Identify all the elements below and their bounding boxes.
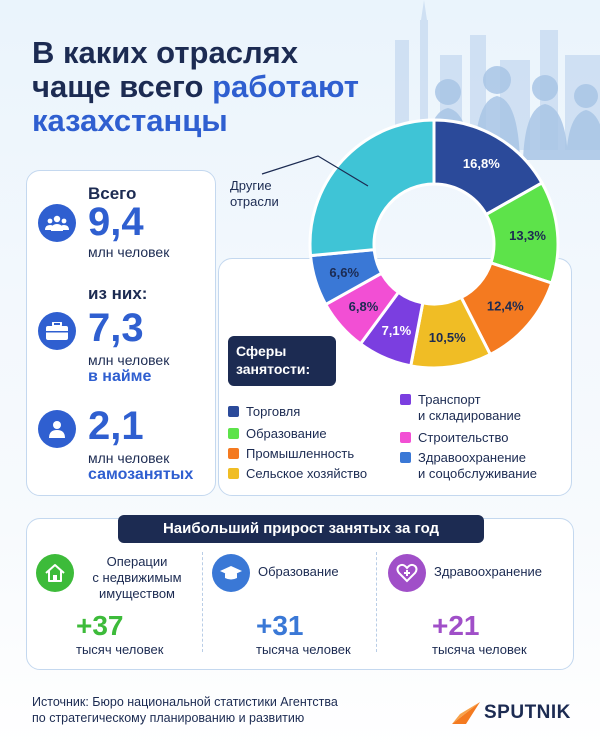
- sputnik-logo-mark: [452, 702, 480, 724]
- growth-value-education: +31: [256, 610, 304, 641]
- total-value: 9,4: [88, 200, 144, 244]
- pie-slice-label: 6,8%: [349, 299, 379, 314]
- sputnik-logo: SPUTNIK: [452, 702, 571, 724]
- growth-unit-health: тысяча человек: [432, 642, 527, 657]
- total-unit: млн человек: [88, 244, 170, 260]
- pie-slice: [432, 118, 544, 217]
- of-them-label: из них:: [88, 284, 148, 303]
- employed-unit: млн человек: [88, 352, 170, 368]
- self-value: 2,1: [88, 404, 144, 448]
- legend-trade: Торговля: [228, 404, 300, 420]
- employed-emph: в найме: [88, 368, 152, 385]
- page-title: В каких отраслях чаще всего работают каз…: [32, 35, 359, 138]
- people-icon: [38, 204, 76, 242]
- divider: [376, 552, 377, 652]
- legend-education: Образование: [228, 426, 327, 442]
- pie-slice-label: 10,5%: [429, 330, 466, 345]
- legend-title: Сферы занятости:: [228, 336, 336, 386]
- pie-slice-label: 16,8%: [463, 156, 500, 171]
- legend-industry: Промышленность: [228, 446, 354, 462]
- source-note: Источник: Бюро национальной статистики А…: [32, 695, 338, 725]
- pie-slice-label: 12,4%: [487, 298, 524, 313]
- legend-transport: Транспорт и складирование: [400, 392, 521, 424]
- total-label: Всего: [88, 184, 137, 203]
- growth-label-education: Образование: [258, 564, 339, 579]
- self-unit: млн человек: [88, 450, 170, 466]
- pie-slice-label: 13,3%: [509, 228, 546, 243]
- legend-health: Здравоохранение и соцобслуживание: [400, 450, 537, 482]
- pie-slice: [308, 118, 436, 258]
- other-callout-line: [261, 155, 369, 187]
- legend-construction: Строительство: [400, 430, 508, 446]
- other-label: Другие отрасли: [230, 178, 279, 209]
- briefcase-icon: [38, 312, 76, 350]
- person-icon: [38, 410, 76, 448]
- growth-label-realestate: Операции с недвижимым имуществом: [92, 554, 182, 601]
- growth-value-realestate: +37: [76, 610, 124, 641]
- growth-unit-realestate: тысяч человек: [76, 642, 164, 657]
- pie-slice-label: 7,1%: [382, 323, 412, 338]
- growth-unit-education: тысяча человек: [256, 642, 351, 657]
- divider: [202, 552, 203, 652]
- pie-slice-label: 6,6%: [329, 265, 359, 280]
- legend-agriculture: Сельское хозяйство: [228, 466, 367, 482]
- house-icon: [36, 554, 74, 592]
- donut-chart: 16,8% 13,3% 12,4% 10,5% 7,1%6,8% 6,6%: [308, 118, 560, 370]
- graduation-cap-icon: [212, 554, 250, 592]
- growth-label-health: Здравоохранение: [434, 564, 543, 579]
- self-emph: самозанятых: [88, 466, 194, 483]
- growth-value-health: +21: [432, 610, 480, 641]
- growth-title: Наибольший прирост занятых за год: [118, 515, 484, 543]
- employed-value: 7,3: [88, 306, 144, 350]
- heart-icon: [388, 554, 426, 592]
